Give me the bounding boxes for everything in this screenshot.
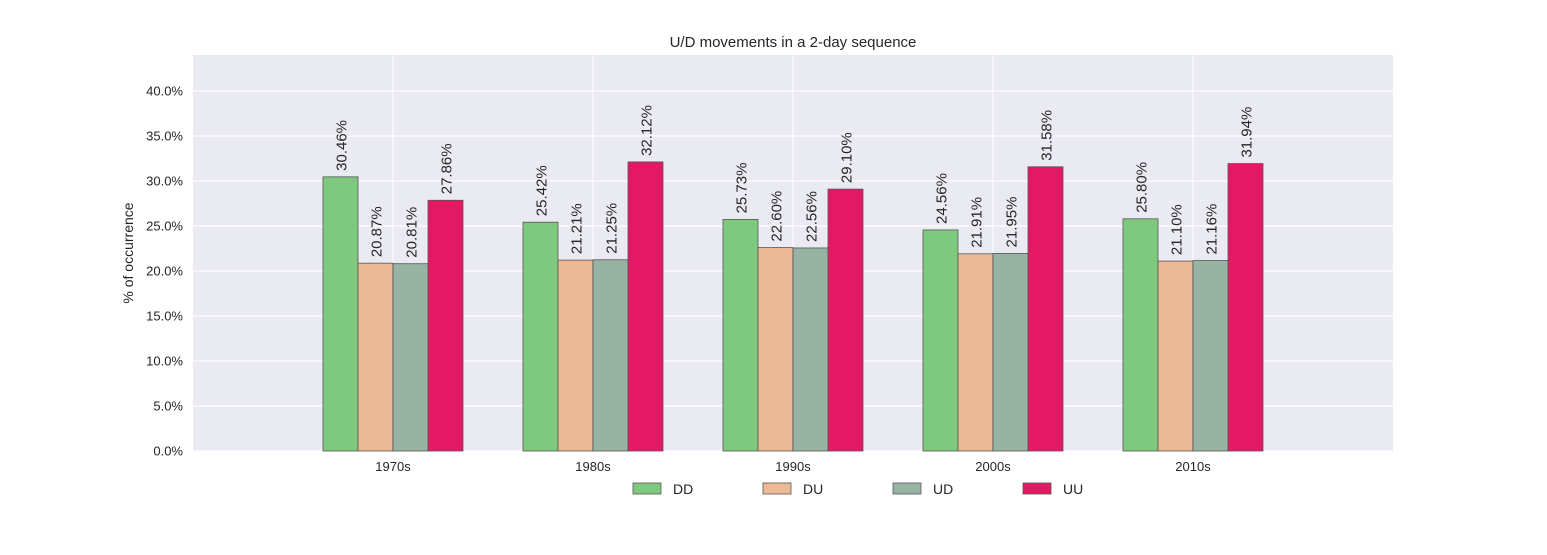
legend: DD DU UD UU [632,481,1083,497]
bar-du-2000s [957,253,994,452]
x-tick-label: 2010s [1175,459,1211,474]
x-tick-label: 1990s [775,459,811,474]
y-tick-label: 40.0% [146,84,183,99]
data-label: 31.94% [1239,107,1256,158]
data-label: 21.95% [1004,197,1021,248]
y-axis-ticks: 0.0% 5.0% 10.0% 15.0% 20.0% 25.0% 30.0% 35.0% 40… [146,84,183,459]
data-label: 22.56% [804,191,821,242]
bars [322,161,1264,452]
x-tick-label: 1980s [575,459,611,474]
bar-ud-1990s [792,247,829,452]
data-label: 32.12% [639,105,656,156]
data-label: 24.56% [934,173,951,224]
bar-dd-1990s [722,219,759,452]
bar-du-1990s [757,247,794,452]
y-tick-label: 20.0% [146,264,183,279]
data-label: 31.58% [1039,110,1056,161]
bar-uu-2000s [1027,166,1064,452]
y-tick-label: 5.0% [153,399,183,414]
bar-ud-1970s [392,263,429,452]
chart-title: U/D movements in a 2-day sequence [670,34,917,51]
legend-swatch-ud [892,482,922,495]
data-label: 21.25% [604,203,621,254]
data-labels: 30.46% 20.87% 20.81% 27.86% 25.42% 21.21% 21.2… [334,105,1256,258]
y-tick-label: 25.0% [146,219,183,234]
y-tick-label: 15.0% [146,309,183,324]
data-label: 21.21% [569,203,586,254]
bar-dd-2000s [922,229,959,452]
bar-ud-2010s [1192,260,1229,452]
data-label: 25.42% [534,165,551,216]
x-tick-label: 2000s [975,459,1011,474]
data-label: 22.60% [769,191,786,242]
data-label: 20.87% [369,206,386,257]
bar-dd-1970s [322,176,359,452]
y-tick-label: 35.0% [146,129,183,144]
y-tick-label: 30.0% [146,174,183,189]
data-label: 30.46% [334,120,351,171]
data-label: 25.73% [734,163,751,214]
y-tick-label: 0.0% [153,444,183,459]
legend-label-du: DU [803,481,823,497]
data-label: 21.16% [1204,204,1221,255]
data-label: 29.10% [839,132,856,183]
bar-ud-2000s [992,253,1029,452]
x-tick-label: 1970s [375,459,411,474]
bar-uu-1970s [427,199,464,452]
bar-du-1970s [357,262,394,452]
y-axis-label: % of occurrence [120,202,136,303]
bar-du-1980s [557,259,594,452]
data-label: 25.80% [1134,162,1151,213]
bar-uu-1990s [827,188,864,452]
legend-swatch-uu [1022,482,1052,495]
legend-swatch-du [762,482,792,495]
y-tick-label: 10.0% [146,354,183,369]
legend-swatch-dd [632,482,662,495]
legend-label-ud: UD [933,481,953,497]
bar-dd-1980s [522,221,559,452]
bar-uu-2010s [1227,163,1264,452]
bar-dd-2010s [1122,218,1159,452]
data-label: 21.10% [1169,204,1186,255]
bar-ud-1980s [592,259,629,452]
data-label: 27.86% [439,143,456,194]
data-label: 20.81% [404,207,421,258]
data-label: 21.91% [969,197,986,248]
x-axis-ticks: 1970s 1980s 1990s 2000s 2010s [375,459,1211,474]
bar-du-2010s [1157,260,1194,452]
legend-label-dd: DD [673,481,693,497]
bar-uu-1980s [627,161,664,452]
legend-label-uu: UU [1063,481,1083,497]
